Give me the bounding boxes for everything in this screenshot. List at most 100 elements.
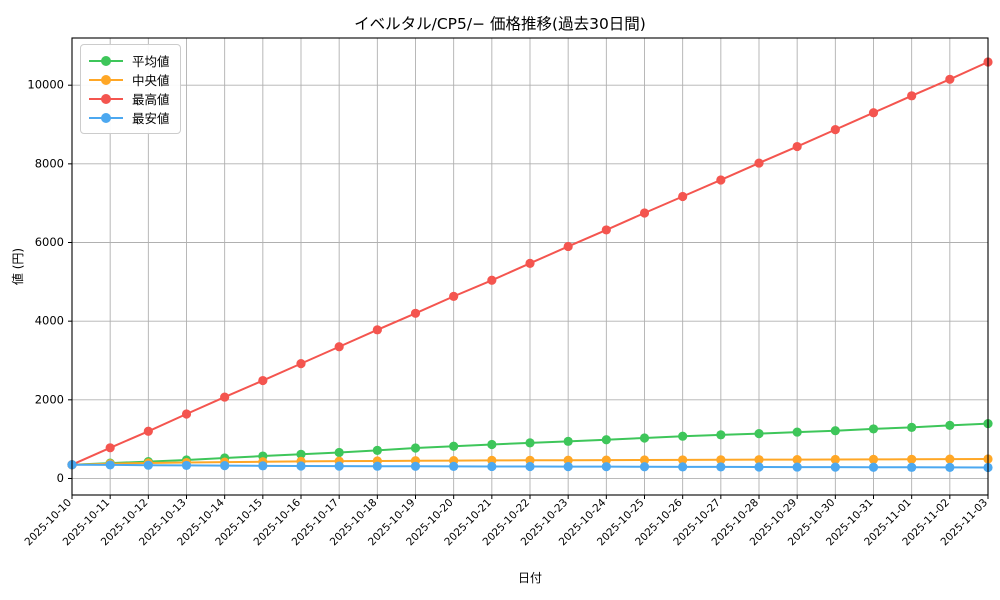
data-point [678, 462, 688, 472]
data-point [678, 191, 688, 202]
legend-item-最安値[interactable]: 最安値 [89, 108, 170, 127]
data-point [601, 435, 611, 445]
data-point [258, 461, 268, 471]
data-point [639, 433, 650, 443]
legend-label: 最高値 [132, 92, 170, 107]
legend-item-最高値[interactable]: 最高値 [89, 89, 170, 108]
data-point [487, 275, 497, 285]
legend-swatch-icon [89, 73, 123, 87]
data-point [601, 462, 611, 472]
data-point [563, 462, 573, 472]
data-point [334, 461, 344, 471]
data-point [945, 420, 955, 430]
data-point [220, 392, 230, 402]
data-point [372, 445, 382, 455]
data-point [181, 460, 192, 471]
data-point [754, 455, 764, 465]
data-point [754, 158, 764, 168]
data-point [334, 342, 344, 352]
data-point [945, 74, 955, 84]
data-point [678, 431, 688, 441]
data-point [907, 91, 917, 101]
data-point [754, 462, 764, 472]
data-point [334, 447, 344, 458]
data-point [907, 422, 917, 432]
data-point [792, 427, 802, 437]
data-point [258, 375, 268, 386]
data-point [525, 461, 535, 472]
data-point [716, 455, 726, 465]
data-point [868, 108, 879, 118]
data-point [639, 208, 650, 218]
legend-swatch-icon [89, 111, 123, 125]
data-point [792, 455, 802, 465]
data-point [792, 462, 802, 472]
y-tick-labels: 0 2000 4000 6000 8000 10000 [27, 78, 64, 485]
axis-ticks [68, 84, 989, 499]
data-point [601, 455, 611, 465]
data-point [410, 443, 421, 453]
data-point [563, 241, 573, 252]
data-point [449, 441, 459, 451]
y-tick-label: 10000 [27, 78, 64, 92]
data-point [792, 141, 802, 152]
data-point [487, 439, 497, 450]
data-point [181, 409, 192, 419]
data-point [525, 438, 535, 448]
data-point [945, 462, 955, 472]
data-point [410, 308, 421, 318]
data-point [143, 426, 153, 436]
data-point [105, 460, 115, 470]
data-point [220, 461, 230, 471]
data-point [410, 461, 421, 471]
data-point [563, 455, 573, 465]
y-tick-label: 0 [57, 471, 64, 485]
data-point [449, 291, 459, 301]
y-tick-label: 4000 [35, 314, 64, 328]
data-point [372, 325, 382, 335]
data-point [868, 454, 879, 465]
chart-title: イベルタル/CP5/− 価格推移(過去30日間) [354, 15, 646, 33]
y-tick-label: 8000 [35, 156, 64, 170]
chart-legend: 平均値中央値最高値最安値 [80, 44, 181, 134]
data-point [716, 430, 726, 440]
data-point [525, 258, 535, 268]
series-最安値 [67, 460, 993, 473]
legend-label: 中央値 [132, 73, 170, 88]
legend-label: 平均値 [132, 54, 170, 69]
data-point [639, 462, 650, 472]
data-point [105, 443, 115, 453]
data-point [868, 424, 879, 434]
data-point [449, 461, 459, 471]
data-point [945, 454, 955, 464]
data-point [830, 462, 840, 472]
data-point [830, 125, 840, 135]
data-point [830, 426, 840, 436]
legend-label: 最安値 [132, 111, 170, 126]
legend-swatch-icon [89, 92, 123, 106]
legend-swatch-icon [89, 54, 123, 68]
data-point [716, 462, 726, 472]
y-tick-label: 6000 [35, 235, 64, 249]
data-point [830, 454, 840, 465]
data-point [639, 455, 650, 465]
data-point [296, 449, 306, 459]
legend-item-平均値[interactable]: 平均値 [89, 51, 170, 70]
data-point [868, 462, 879, 472]
data-point [678, 455, 688, 465]
y-tick-label: 2000 [35, 392, 64, 406]
x-axis-label: 日付 [518, 571, 542, 585]
data-point [372, 461, 382, 471]
data-point [563, 436, 573, 446]
data-point [601, 225, 611, 235]
data-point [487, 461, 497, 472]
legend-item-中央値[interactable]: 中央値 [89, 70, 170, 89]
y-axis-label: 値 (円) [10, 248, 25, 285]
data-point [754, 429, 764, 439]
x-tick-labels: 2025-10-102025-10-112025-10-122025-10-13… [22, 496, 990, 548]
data-point [716, 175, 726, 185]
data-point [296, 461, 306, 471]
data-point [143, 460, 153, 470]
